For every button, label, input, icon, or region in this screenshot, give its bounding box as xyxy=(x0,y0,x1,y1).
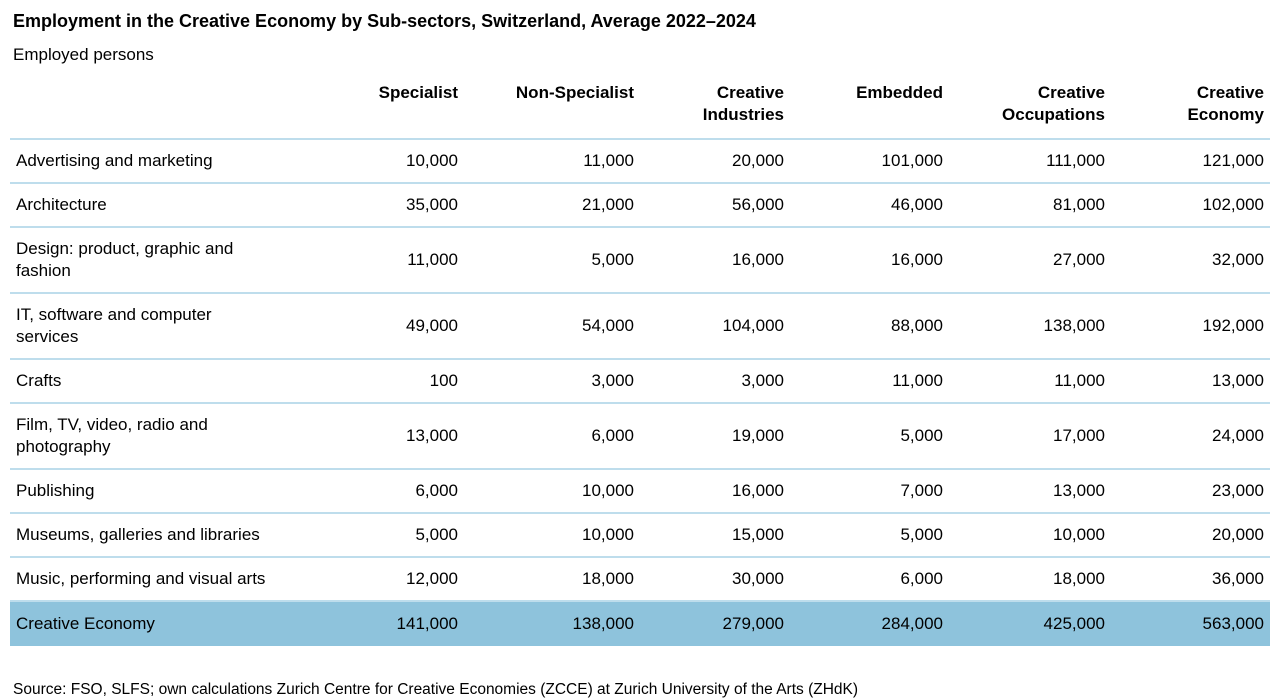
cell-value: 17,000 xyxy=(943,403,1105,470)
row-label: Music, performing and visual arts xyxy=(10,557,358,602)
cell-value: 101,000 xyxy=(784,139,943,184)
table-row: IT, software and computer services 49,000… xyxy=(10,293,1270,360)
cell-value: 19,000 xyxy=(634,403,784,470)
row-label: Publishing xyxy=(10,469,358,514)
header-row: Specialist Non-Specialist Creative Indus… xyxy=(10,82,1270,140)
cell-value: 16,000 xyxy=(634,469,784,514)
cell-value: 192,000 xyxy=(1105,293,1270,360)
table-row: Film, TV, video, radio and photography 13… xyxy=(10,403,1270,470)
cell-value: 3,000 xyxy=(634,359,784,404)
cell-value: 30,000 xyxy=(634,557,784,602)
cell-value: 21,000 xyxy=(458,183,634,228)
cell-value: 279,000 xyxy=(634,601,784,646)
cell-value: 10,000 xyxy=(943,513,1105,558)
cell-value: 27,000 xyxy=(943,227,1105,294)
cell-value: 23,000 xyxy=(1105,469,1270,514)
cell-value: 35,000 xyxy=(358,183,458,228)
cell-value: 13,000 xyxy=(1105,359,1270,404)
column-header-embedded: Embedded xyxy=(784,82,943,140)
cell-value: 10,000 xyxy=(458,513,634,558)
table-body: Advertising and marketing 10,000 11,000 20,… xyxy=(10,139,1270,646)
cell-value: 141,000 xyxy=(358,601,458,646)
cell-value: 11,000 xyxy=(358,227,458,294)
cell-value: 284,000 xyxy=(784,601,943,646)
table-row: Museums, galleries and libraries 5,000 10,… xyxy=(10,513,1270,558)
cell-value: 88,000 xyxy=(784,293,943,360)
cell-value: 11,000 xyxy=(458,139,634,184)
total-row: Creative Economy 141,000 138,000 279,000 284… xyxy=(10,601,1270,646)
row-label: Crafts xyxy=(10,359,358,404)
row-label: Advertising and marketing xyxy=(10,139,358,184)
cell-value: 425,000 xyxy=(943,601,1105,646)
cell-value: 563,000 xyxy=(1105,601,1270,646)
cell-value: 15,000 xyxy=(634,513,784,558)
row-label: Film, TV, video, radio and photography xyxy=(10,403,358,470)
source-note: Source: FSO, SLFS; own calculations Zuri… xyxy=(13,681,859,698)
cell-value: 13,000 xyxy=(358,403,458,470)
table-row: Crafts 100 3,000 3,000 11,000 11,000 13,000 xyxy=(10,359,1270,404)
cell-value: 46,000 xyxy=(784,183,943,228)
cell-value: 100 xyxy=(358,359,458,404)
cell-value: 18,000 xyxy=(458,557,634,602)
cell-value: 121,000 xyxy=(1105,139,1270,184)
cell-value: 138,000 xyxy=(943,293,1105,360)
cell-value: 11,000 xyxy=(943,359,1105,404)
row-label: Architecture xyxy=(10,183,358,228)
cell-value: 54,000 xyxy=(458,293,634,360)
table-row: Design: product, graphic and fashion 11,0… xyxy=(10,227,1270,294)
cell-value: 138,000 xyxy=(458,601,634,646)
column-header-creative-occupations: Creative Occupations xyxy=(943,82,1105,140)
cell-value: 10,000 xyxy=(458,469,634,514)
cell-value: 104,000 xyxy=(634,293,784,360)
cell-value: 16,000 xyxy=(784,227,943,294)
table-row: Publishing 6,000 10,000 16,000 7,000 13,000 23… xyxy=(10,469,1270,514)
cell-value: 5,000 xyxy=(458,227,634,294)
row-label: Design: product, graphic and fashion xyxy=(10,227,358,294)
cell-value: 13,000 xyxy=(943,469,1105,514)
employment-table: Specialist Non-Specialist Creative Indus… xyxy=(10,82,1270,646)
row-label: Creative Economy xyxy=(10,601,358,646)
row-label: IT, software and computer services xyxy=(10,293,358,360)
cell-value: 32,000 xyxy=(1105,227,1270,294)
cell-value: 6,000 xyxy=(358,469,458,514)
cell-value: 24,000 xyxy=(1105,403,1270,470)
cell-value: 111,000 xyxy=(943,139,1105,184)
cell-value: 5,000 xyxy=(784,403,943,470)
corner-cell xyxy=(10,82,358,140)
page-title: Employment in the Creative Economy by Su… xyxy=(13,11,756,31)
cell-value: 6,000 xyxy=(784,557,943,602)
cell-value: 102,000 xyxy=(1105,183,1270,228)
cell-value: 20,000 xyxy=(1105,513,1270,558)
table-row: Music, performing and visual arts 12,000 1… xyxy=(10,557,1270,602)
unit-label: Employed persons xyxy=(13,45,154,64)
column-header-specialist: Specialist xyxy=(358,82,458,140)
cell-value: 16,000 xyxy=(634,227,784,294)
cell-value: 11,000 xyxy=(784,359,943,404)
cell-value: 5,000 xyxy=(358,513,458,558)
cell-value: 49,000 xyxy=(358,293,458,360)
row-label: Museums, galleries and libraries xyxy=(10,513,358,558)
cell-value: 18,000 xyxy=(943,557,1105,602)
column-header-creative-industries: Creative Industries xyxy=(634,82,784,140)
cell-value: 6,000 xyxy=(458,403,634,470)
cell-value: 7,000 xyxy=(784,469,943,514)
column-header-creative-economy: Creative Economy xyxy=(1105,82,1270,140)
cell-value: 56,000 xyxy=(634,183,784,228)
table-row: Advertising and marketing 10,000 11,000 20,… xyxy=(10,139,1270,184)
table-row: Architecture 35,000 21,000 56,000 46,000 81,0… xyxy=(10,183,1270,228)
cell-value: 20,000 xyxy=(634,139,784,184)
cell-value: 10,000 xyxy=(358,139,458,184)
column-header-non-specialist: Non-Specialist xyxy=(458,82,634,140)
cell-value: 12,000 xyxy=(358,557,458,602)
cell-value: 5,000 xyxy=(784,513,943,558)
cell-value: 81,000 xyxy=(943,183,1105,228)
cell-value: 36,000 xyxy=(1105,557,1270,602)
cell-value: 3,000 xyxy=(458,359,634,404)
